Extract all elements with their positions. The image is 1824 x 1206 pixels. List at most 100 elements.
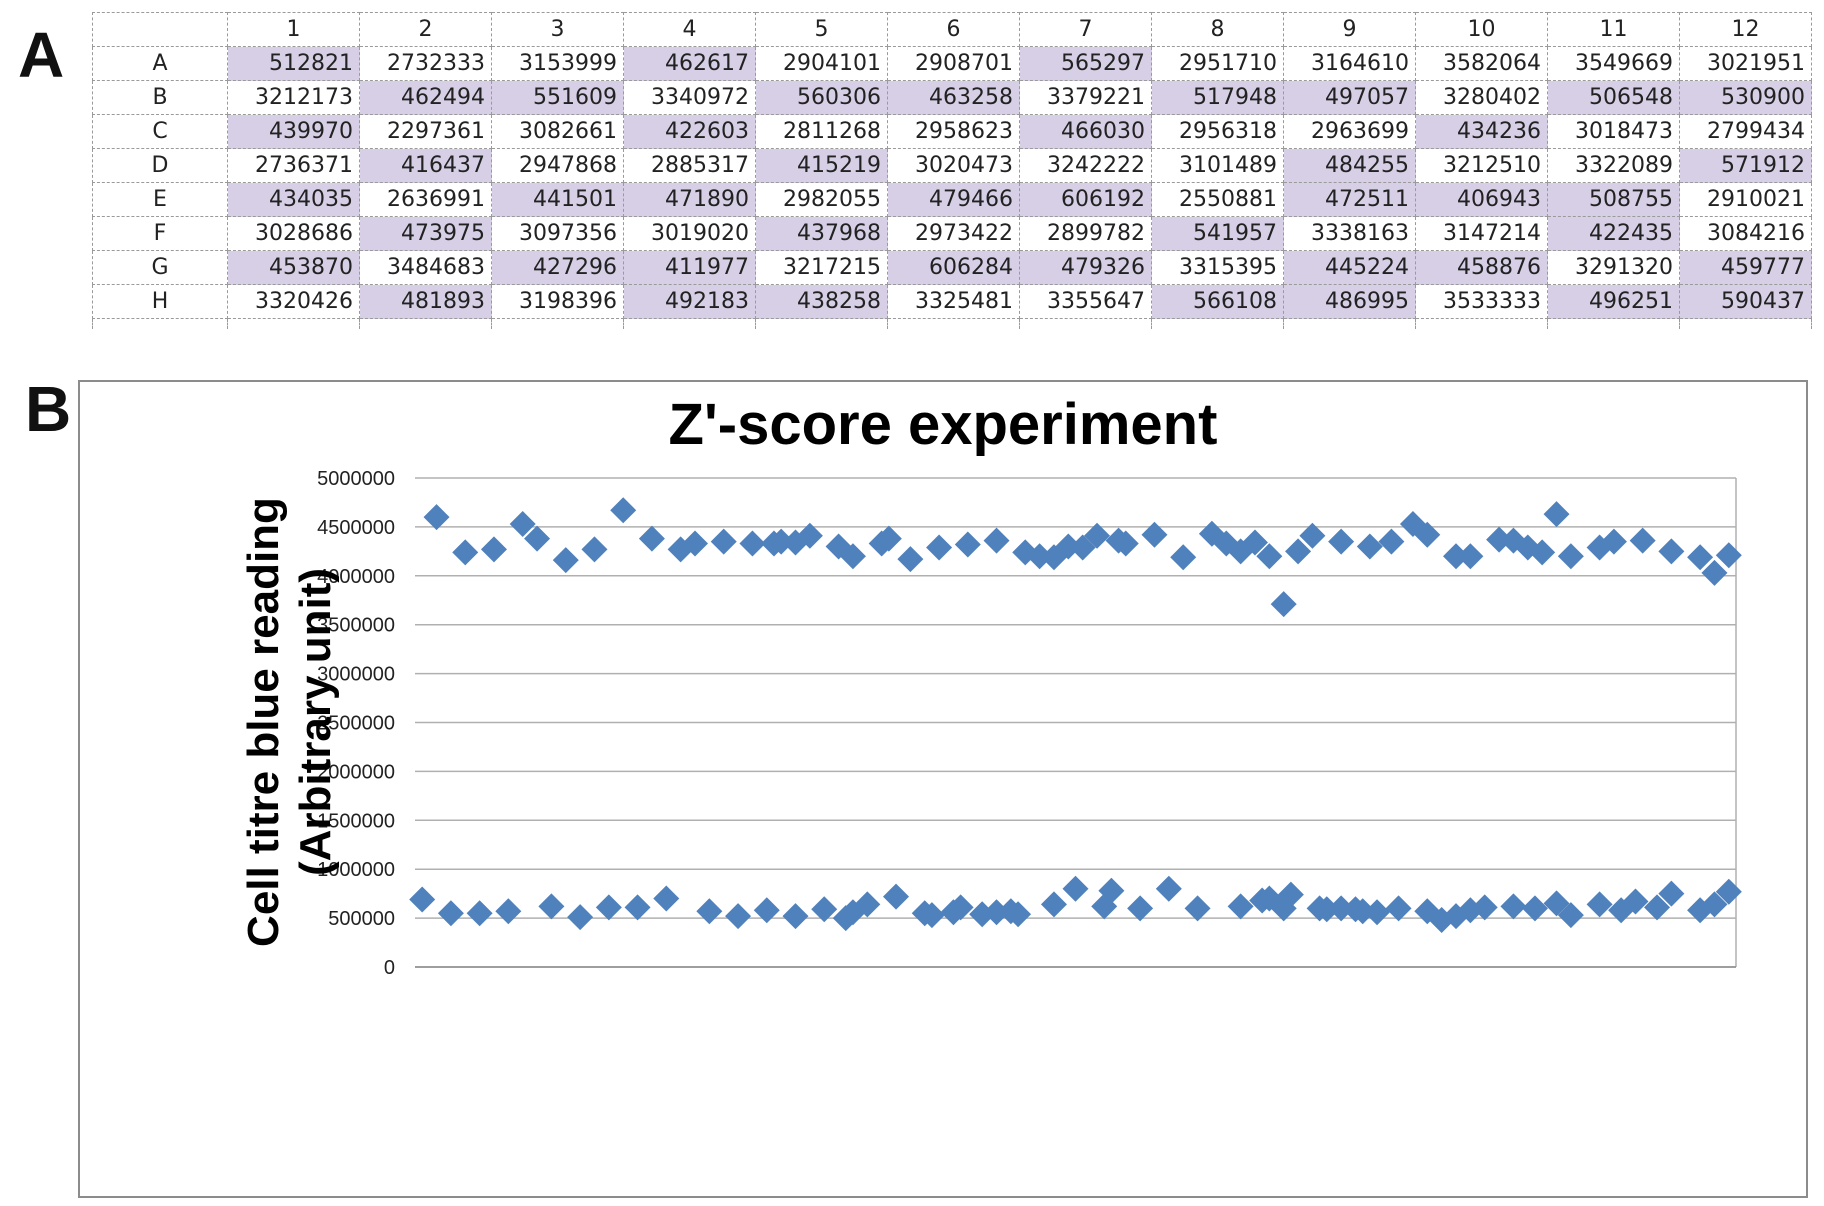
table-row: G 453870 3484683 427296 411977 3217215 606284 4…: [92, 250, 1812, 285]
data-point-s1: [1069, 534, 1096, 561]
data-point-s1: [667, 536, 694, 563]
table-cell: 484255: [1283, 148, 1416, 183]
column-header: 11: [1547, 12, 1680, 47]
table-cell: 416437: [359, 148, 492, 183]
data-point-s2: [495, 898, 522, 925]
spacer-cell: [1547, 318, 1680, 329]
table-cell: 3322089: [1547, 148, 1680, 183]
table-cell: 2885317: [623, 148, 756, 183]
table-cell: 3164610: [1283, 46, 1416, 81]
table-cell: 565297: [1019, 46, 1152, 81]
table-cell: 2956318: [1151, 114, 1284, 149]
data-point-s1: [610, 497, 637, 524]
table-cell: 479326: [1019, 250, 1152, 285]
data-point-s2: [947, 894, 974, 921]
table-row: B 3212173 462494 551609 3340972 560306 463258 3…: [92, 80, 1812, 115]
table-cell: 2297361: [359, 114, 492, 149]
data-point-s2: [1521, 895, 1548, 922]
table-cell: 2550881: [1151, 182, 1284, 217]
table-cell: 3153999: [491, 46, 624, 81]
spacer-cell: [1019, 318, 1152, 329]
y-tick-label: 3000000: [317, 664, 395, 686]
table-row: C 439970 2297361 3082661 422603 2811268 295862…: [92, 114, 1812, 149]
table-cell: 441501: [491, 182, 624, 217]
data-point-s1: [681, 530, 708, 557]
panel-label-a: A: [18, 19, 65, 91]
data-point-s1: [926, 534, 953, 561]
table-cell: 481893: [359, 284, 492, 319]
data-point-s1: [1658, 538, 1685, 565]
data-point-s1: [1629, 527, 1656, 554]
spacer-cell: [491, 318, 624, 329]
data-point-s1: [1600, 528, 1627, 555]
table-cell: 422603: [623, 114, 756, 149]
data-point-s1: [452, 539, 479, 566]
table-cell: 512821: [227, 46, 360, 81]
data-point-s1: [1543, 501, 1570, 528]
plate-reading-table: 1 2 3 4 5 6 7 8 9 10 11 12 A 512821 2732333 3153999 4626…: [92, 12, 1812, 329]
data-point-s2: [1543, 890, 1570, 917]
row-header: F: [92, 216, 228, 251]
data-point-s1: [1443, 543, 1470, 570]
data-point-s1: [1084, 522, 1111, 549]
data-point-s2: [918, 902, 945, 929]
data-point-s1: [1105, 527, 1132, 554]
column-header: 1: [227, 12, 360, 47]
table-bottom-spacer: [92, 318, 1812, 329]
data-point-s1: [1285, 538, 1312, 565]
data-point-s1: [1270, 591, 1297, 618]
data-point-s1: [524, 525, 551, 552]
data-point-s1: [839, 543, 866, 570]
data-point-s2: [1471, 894, 1498, 921]
table-cell: 3019020: [623, 216, 756, 251]
spacer-cell: [623, 318, 756, 329]
data-point-s1: [1040, 544, 1067, 571]
y-tick-label: 3500000: [317, 615, 395, 637]
table-cell: 422435: [1547, 216, 1680, 251]
data-point-s1: [581, 536, 608, 563]
table-cell: 471890: [623, 182, 756, 217]
table-cell: 3021951: [1679, 46, 1812, 81]
table-cell: 3325481: [887, 284, 1020, 319]
spacer-cell: [755, 318, 888, 329]
data-point-s1: [796, 522, 823, 549]
data-point-s2: [1644, 894, 1671, 921]
data-point-s1: [760, 530, 787, 557]
table-cell: 472511: [1283, 182, 1416, 217]
data-point-s2: [1127, 895, 1154, 922]
row-header: C: [92, 114, 228, 149]
table-cell: 560306: [755, 80, 888, 115]
column-header: 6: [887, 12, 1020, 47]
table-cell: 486995: [1283, 284, 1416, 319]
table-cell: 463258: [887, 80, 1020, 115]
column-header: 2: [359, 12, 492, 47]
data-point-s2: [839, 899, 866, 926]
scatter-chart: Z'-score experiment 0 500000 1000000 1500000…: [239, 392, 1742, 979]
table-cell: 541957: [1151, 216, 1284, 251]
y-axis-label-line2: (Arbitrary unit): [291, 568, 340, 876]
table-cell: 2904101: [755, 46, 888, 81]
data-point-s1: [552, 547, 579, 574]
data-point-s2: [1062, 875, 1089, 902]
data-point-s1: [1529, 539, 1556, 566]
data-point-s1: [1026, 543, 1053, 570]
data-point-s2: [1385, 895, 1412, 922]
row-header: B: [92, 80, 228, 115]
data-point-s1: [1328, 528, 1355, 555]
table-cell: 2636991: [359, 182, 492, 217]
table-cell: 517948: [1151, 80, 1284, 115]
table-cell: 3320426: [227, 284, 360, 319]
table-cell: 2958623: [887, 114, 1020, 149]
table-cell: 606192: [1019, 182, 1152, 217]
table-cell: 3315395: [1151, 250, 1284, 285]
data-point-s2: [437, 900, 464, 927]
table-cell: 566108: [1151, 284, 1284, 319]
data-point-s2: [466, 900, 493, 927]
data-point-s2: [1227, 893, 1254, 920]
table-row: E 434035 2636991 441501 471890 2982055 479466 6…: [92, 182, 1812, 217]
data-point-s2: [567, 904, 594, 931]
y-tick-label: 0: [384, 957, 395, 979]
data-point-s1: [1012, 539, 1039, 566]
data-point-s2: [1443, 903, 1470, 930]
data-point-s2: [1658, 880, 1685, 907]
